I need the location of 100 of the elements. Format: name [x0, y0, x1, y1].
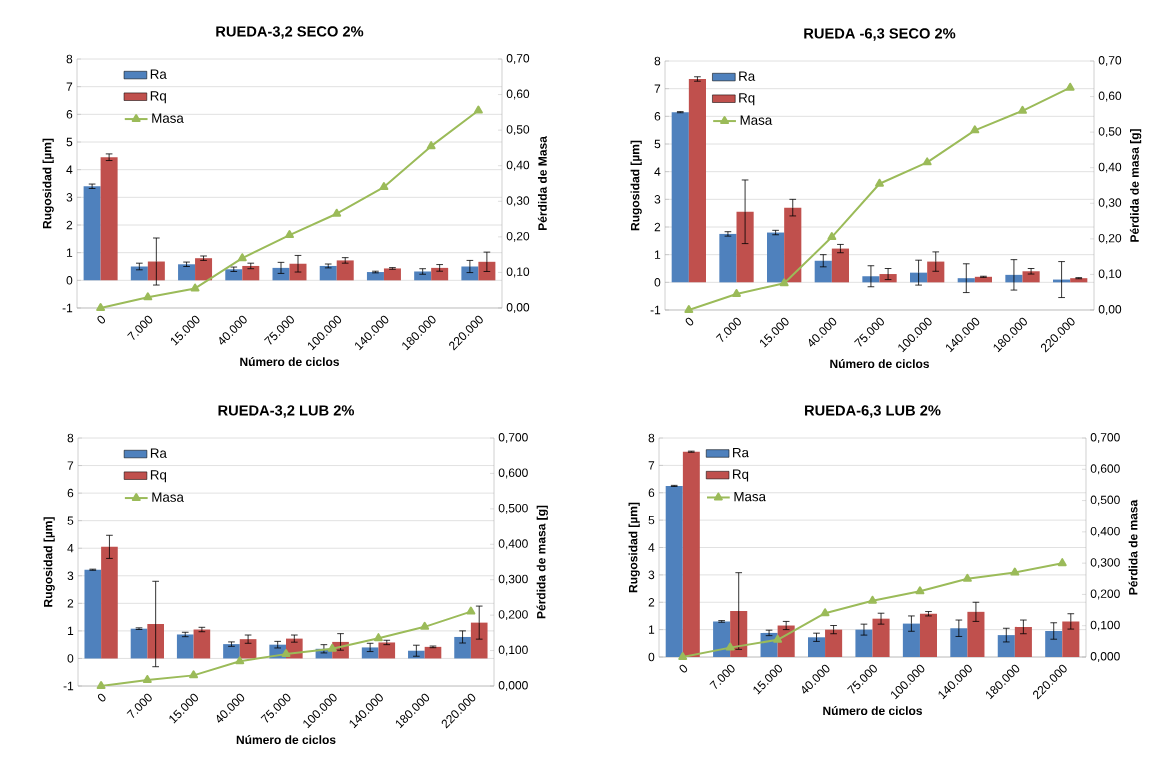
bar — [957, 278, 975, 283]
y2-tick-label: 0,500 — [1090, 495, 1120, 506]
point — [332, 208, 342, 217]
bar — [1070, 278, 1088, 283]
y2-tick-label: 0,400 — [1090, 526, 1120, 537]
y-tick-label: 0 — [648, 652, 655, 662]
point — [1018, 105, 1027, 114]
legend-label: Rq — [733, 469, 749, 482]
point — [1010, 567, 1020, 576]
bar — [855, 629, 873, 657]
bar — [366, 272, 384, 281]
bar — [688, 78, 706, 283]
legend-label: Ra — [150, 448, 167, 458]
bar — [239, 639, 257, 659]
x-tick-label: 0 — [97, 315, 106, 324]
y2-tick-label: 0,10 — [506, 267, 530, 278]
bar — [83, 186, 101, 281]
point — [420, 621, 430, 630]
bar — [223, 644, 240, 659]
y2-tick-label: 0,600 — [1090, 464, 1120, 475]
bar — [84, 569, 102, 659]
y-tick-label: 3 — [67, 571, 74, 581]
y-tick-label: 5 — [66, 137, 73, 147]
y2-tick-label: 0,50 — [1098, 127, 1122, 138]
y2-tick-label: 0,200 — [1090, 589, 1120, 600]
legend-label: Rq — [150, 470, 167, 483]
legend-label: Masa — [740, 115, 773, 125]
y-tick-label: 6 — [654, 112, 661, 121]
legend-label: Masa — [152, 113, 184, 123]
point — [473, 105, 483, 114]
bar — [736, 211, 754, 283]
y-tick-label: 8 — [648, 433, 655, 443]
bar — [336, 260, 354, 281]
y-tick-label: -1 — [650, 305, 661, 315]
y2-tick-label: 0,300 — [498, 574, 528, 585]
y-tick-label: 1 — [66, 248, 73, 257]
bar — [872, 618, 890, 657]
legend-label: Ra — [739, 71, 756, 81]
point — [868, 595, 877, 604]
y2-tick-label: 0,70 — [1098, 56, 1122, 66]
y2-tick-label: 0,40 — [506, 160, 530, 171]
y2-tick-label: 0,70 — [506, 54, 530, 64]
x-axis-title: Número de ciclos — [823, 706, 923, 716]
y-tick-label: 4 — [648, 543, 655, 552]
point — [725, 642, 735, 651]
y2-tick-label: 0,60 — [506, 89, 530, 100]
y-tick-label: 2 — [654, 222, 661, 232]
y2-tick-label: 0,60 — [1098, 91, 1122, 102]
y2-tick-label: 0,100 — [498, 645, 528, 656]
chart-title: RUEDA-3,2 LUB 2% — [218, 405, 355, 418]
bar — [424, 646, 442, 659]
bar — [1022, 271, 1040, 283]
legend-label: Rq — [150, 91, 166, 104]
bar — [767, 232, 785, 283]
bar — [902, 623, 920, 657]
point — [281, 649, 291, 658]
y2-tick-label: 0,00 — [1098, 305, 1122, 315]
point — [827, 232, 837, 241]
y-tick-label: 2 — [66, 220, 73, 230]
y-axis-title: Rugosidad [µm] — [43, 517, 55, 607]
legend-label: Masa — [734, 491, 767, 502]
y2-tick-label: 0,400 — [498, 539, 528, 550]
y-tick-label: 7 — [66, 82, 73, 91]
y-tick-label: 0 — [654, 278, 661, 287]
y-tick-label: 4 — [67, 544, 74, 553]
bar — [147, 624, 164, 659]
bar — [101, 546, 118, 659]
bar — [461, 266, 479, 281]
point — [235, 656, 245, 665]
bar — [1045, 630, 1063, 657]
bar — [378, 642, 396, 659]
y-axis-title: Rugosidad [µm] — [628, 502, 640, 593]
y2-axis-title: Pérdida de masa [g] — [1129, 129, 1142, 242]
point — [190, 283, 200, 292]
y-tick-label: 7 — [654, 84, 661, 93]
point — [189, 670, 199, 679]
y2-tick-label: 0,30 — [1098, 198, 1122, 209]
y2-tick-label: 0,000 — [498, 681, 528, 691]
x-tick-label: 0 — [685, 317, 694, 326]
y-tick-label: 3 — [654, 195, 661, 204]
bar — [414, 271, 432, 281]
y-tick-label: 8 — [67, 433, 74, 443]
y-tick-label: 1 — [654, 250, 661, 259]
y2-tick-label: 0,40 — [1098, 162, 1122, 173]
y-tick-label: 8 — [654, 56, 661, 66]
point — [684, 305, 694, 313]
x-tick-label: 0 — [679, 664, 688, 673]
bar — [671, 112, 689, 283]
bar — [831, 248, 850, 283]
bar — [478, 261, 496, 281]
bar — [1062, 621, 1080, 657]
x-axis-title: Número de ciclos — [240, 357, 340, 367]
y-tick-label: 1 — [648, 625, 655, 634]
point — [379, 182, 389, 191]
y2-tick-label: 0,700 — [1090, 433, 1120, 443]
y-tick-label: 6 — [66, 110, 73, 119]
bar — [665, 485, 683, 657]
y-tick-label: -1 — [62, 303, 73, 313]
bar — [719, 233, 737, 283]
y2-axis-title: Pérdida de masa [g] — [536, 505, 548, 619]
